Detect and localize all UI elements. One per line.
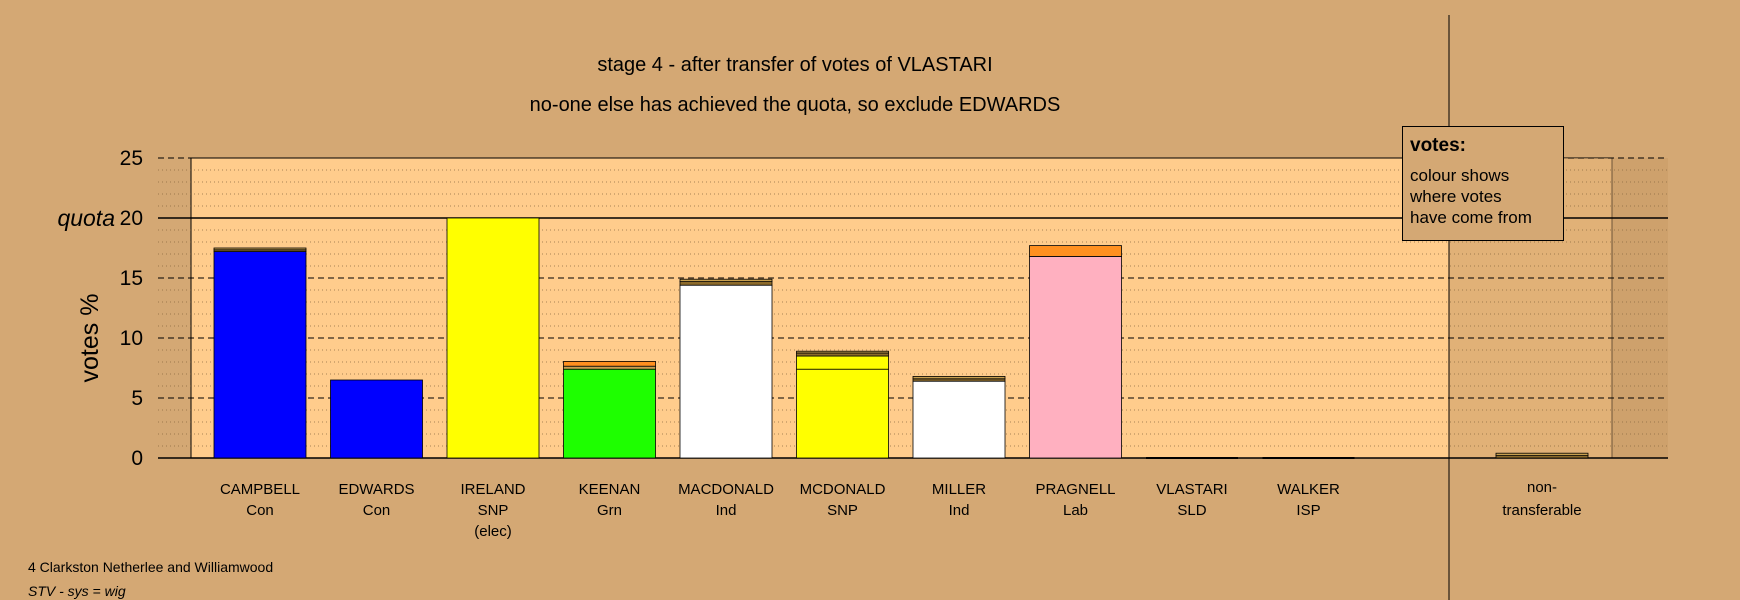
candidate-note: (elec) [474, 523, 512, 540]
candidate-party: Lab [1063, 502, 1088, 519]
candidate-name: EDWARDS [338, 481, 414, 498]
candidate-name: WALKER [1277, 481, 1340, 498]
y-tick-label: 0 [131, 447, 143, 470]
chart-title: stage 4 - after transfer of votes of VLA… [597, 54, 993, 76]
y-tick-label: 10 [120, 327, 143, 350]
legend-title: votes: [1410, 135, 1466, 156]
bar-segment [1029, 245, 1122, 257]
y-tick-label: 20 [120, 207, 143, 230]
candidate-party: Con [246, 502, 274, 519]
bar-segment [563, 365, 656, 370]
legend: votes: colour shows where votes have com… [1402, 126, 1564, 241]
nontransferable-label: non- [1527, 479, 1557, 496]
plot-area [190, 157, 1613, 459]
bar-segment [213, 251, 307, 459]
bar-segment [446, 217, 540, 459]
candidate-name: KEENAN [579, 481, 641, 498]
y-tick-label: 25 [120, 147, 143, 170]
bar-segment [679, 281, 773, 286]
system-label: STV - sys = wig [28, 583, 126, 599]
candidate-party: SNP [478, 502, 509, 519]
nontransferable-label: transferable [1502, 502, 1581, 519]
candidate-name: MACDONALD [678, 481, 774, 498]
bar-segment [679, 278, 773, 283]
quota-label: quota [57, 205, 115, 231]
bar-segment [679, 284, 773, 459]
bar-segment [912, 375, 1006, 380]
bar-segment [796, 355, 889, 370]
constituency-label: 4 Clarkston Netherlee and Williamwood [28, 559, 274, 575]
bar-segment [563, 360, 656, 367]
candidate-party: SNP [827, 502, 858, 519]
candidate-party: Con [363, 502, 391, 519]
bar-segment [330, 379, 423, 459]
candidate-name: PRAGNELL [1035, 481, 1115, 498]
candidate-name: MILLER [932, 481, 986, 498]
candidate-party: Ind [716, 502, 737, 519]
chart-subtitle: no-one else has achieved the quota, so e… [529, 94, 1061, 116]
bar-segment [796, 350, 889, 354]
bar-segment [213, 247, 307, 251]
candidate-party: ISP [1296, 502, 1320, 519]
legend-line: colour shows [1410, 166, 1510, 185]
bar-segment [912, 380, 1006, 459]
bar-segment [563, 368, 656, 459]
legend-line: where votes [1410, 187, 1502, 206]
candidate-party: Ind [949, 502, 970, 519]
legend-line: have come from [1410, 208, 1532, 227]
bar-segment [1029, 255, 1122, 459]
candidate-name: CAMPBELL [220, 481, 300, 498]
bar-segment [796, 368, 889, 459]
candidate-party: SLD [1177, 502, 1206, 519]
nontransferable-bar-segment [1495, 452, 1589, 457]
bar-segment [796, 352, 889, 357]
y-axis-label: votes % [76, 294, 104, 383]
candidate-name: VLASTARI [1156, 481, 1227, 498]
candidate-name: IRELAND [460, 481, 525, 498]
candidate-party: Grn [597, 502, 622, 519]
candidate-name: MCDONALD [800, 481, 886, 498]
y-tick-label: 15 [120, 267, 143, 290]
y-tick-label: 5 [131, 387, 143, 410]
